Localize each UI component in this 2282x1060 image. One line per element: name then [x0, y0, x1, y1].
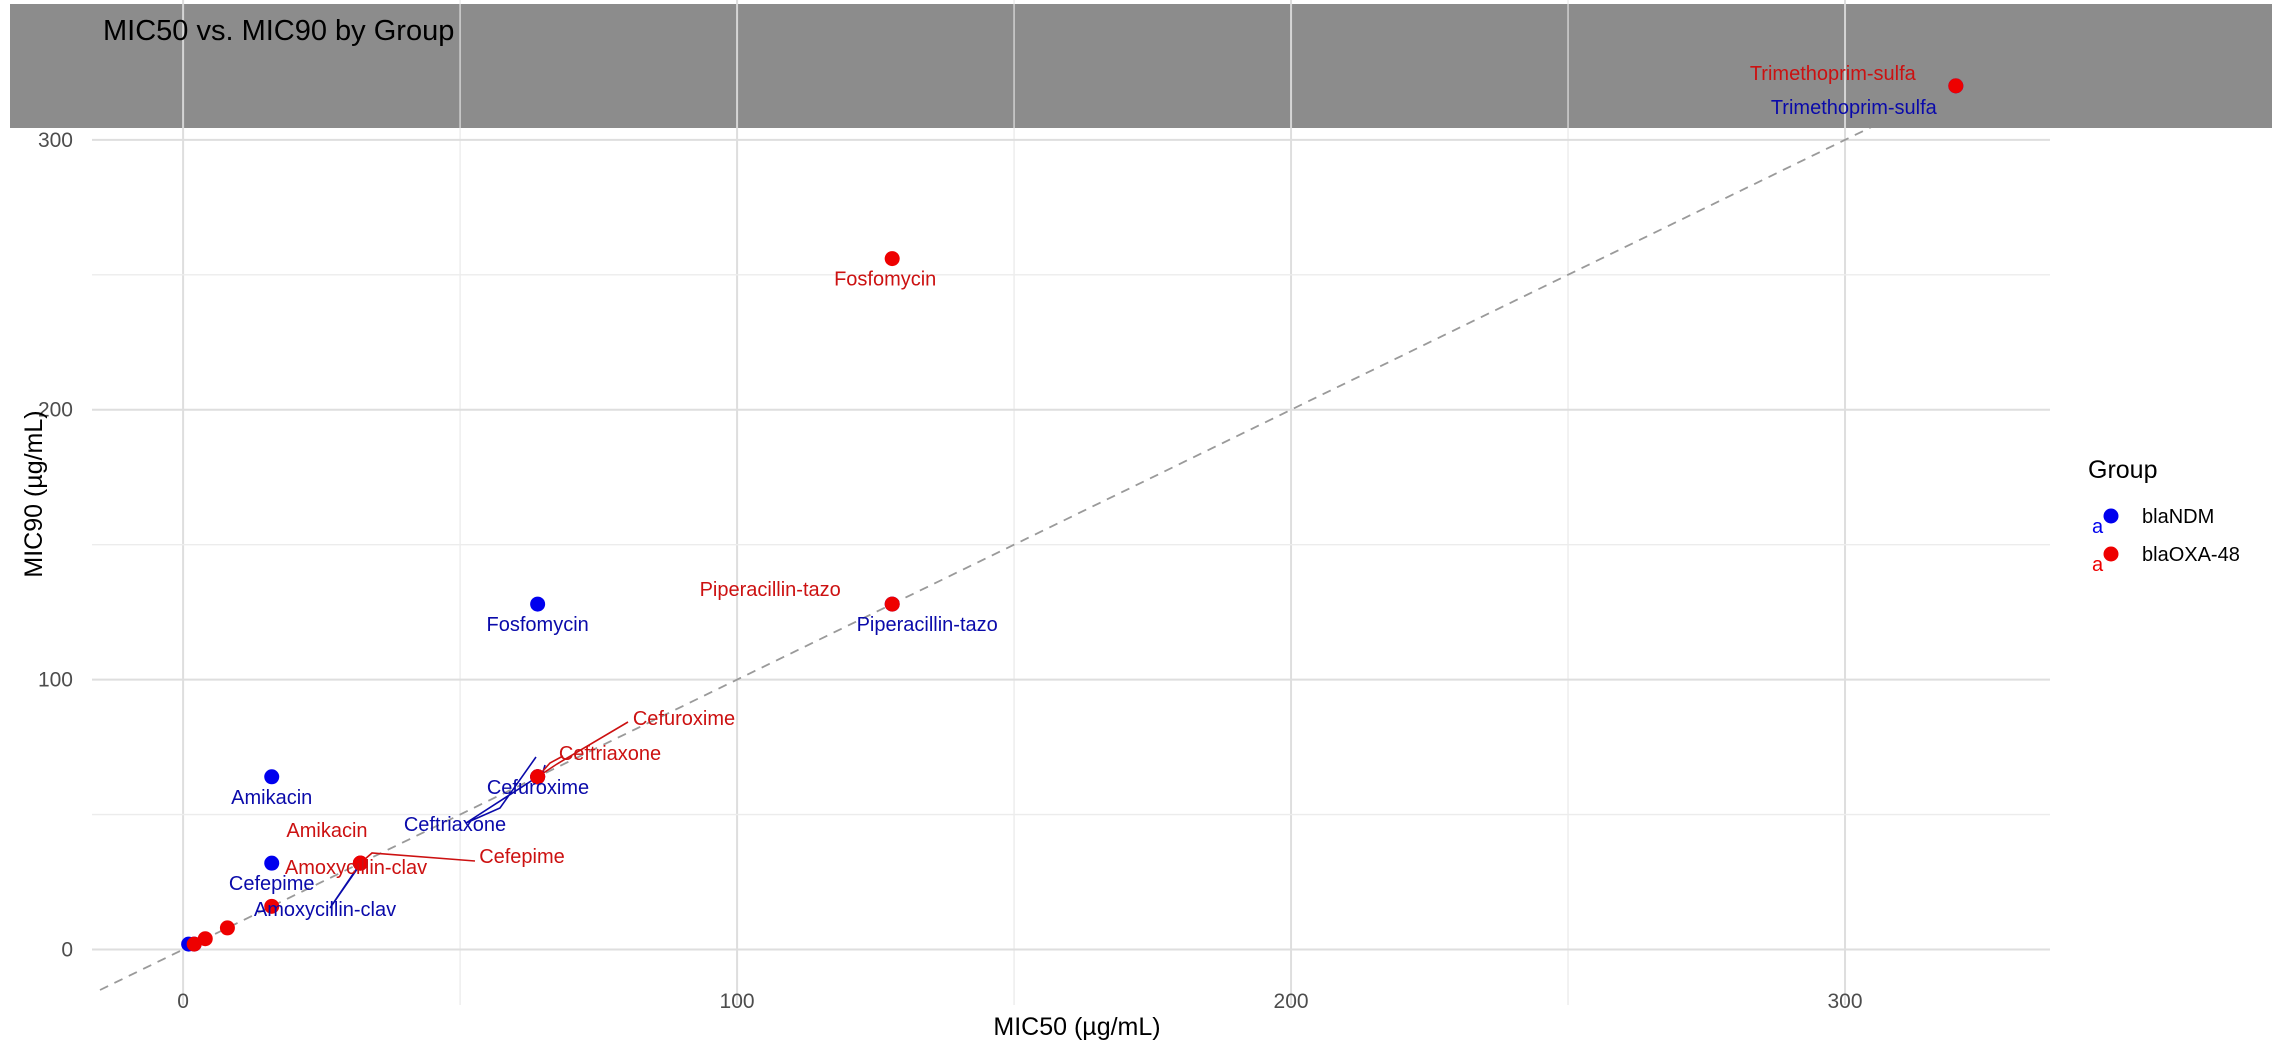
x-tick-label: 100 [720, 990, 755, 1013]
point-label: Amoxycillin-clav [285, 857, 427, 879]
point-label: Trimethoprim-sulfa [1771, 97, 1938, 119]
point-label: Trimethoprim-sulfa [1750, 63, 1917, 85]
point-label: Ceftriaxone [404, 814, 506, 836]
chart-title: MIC50 vs. MIC90 by Group [103, 15, 454, 47]
point-label: Amikacin [231, 787, 312, 809]
y-tick-label: 0 [61, 939, 73, 962]
data-point [884, 251, 900, 267]
x-tick-label: 300 [1828, 990, 1863, 1013]
y-axis-ticks: 0 100 200 300 [38, 129, 73, 962]
point-label: Cefepime [229, 873, 315, 895]
data-point [530, 769, 546, 785]
point-label: Ceftriaxone [559, 743, 661, 765]
data-point [186, 936, 202, 952]
data-point [197, 931, 213, 947]
legend-key-point [2103, 508, 2119, 524]
data-point [530, 596, 546, 612]
x-tick-label: 0 [177, 990, 189, 1013]
legend-entry-label: blaNDM [2142, 506, 2214, 528]
data-points [181, 251, 900, 952]
point-label: Fosfomycin [834, 269, 936, 291]
title-band-grid [182, 4, 1847, 128]
point-label: Fosfomycin [487, 614, 589, 636]
data-point [264, 855, 280, 871]
point-label: Piperacillin-tazo [857, 614, 998, 636]
point-label: Amoxycillin-clav [254, 899, 396, 921]
y-tick-label: 200 [38, 399, 73, 422]
legend-title: Group [2088, 456, 2157, 484]
data-point [219, 920, 235, 936]
data-point [352, 855, 368, 871]
title-band [10, 4, 2272, 128]
data-point [264, 769, 280, 785]
y-axis-title: MIC90 (µg/mL) [20, 410, 48, 577]
y-tick-label: 100 [38, 669, 73, 692]
title-band-content: Trimethoprim-sulfa Trimethoprim-sulfa [1750, 63, 1964, 119]
point-label: Cefuroxime [633, 708, 735, 730]
x-tick-label: 200 [1274, 990, 1309, 1013]
grid [92, 0, 2050, 1005]
point-labels: Cefepime Amikacin Amoxycillin-clav Ceftriax… [229, 269, 998, 921]
label-leader [465, 756, 539, 824]
legend-key-letter: a [2092, 554, 2104, 576]
point-label: Cefuroxime [487, 777, 589, 799]
x-axis-title: MIC50 (µg/mL) [993, 1013, 1160, 1041]
legend-key-letter: a [2092, 516, 2104, 538]
point-label: Piperacillin-tazo [700, 579, 841, 601]
data-point [1948, 78, 1964, 94]
point-label: Amikacin [286, 820, 367, 842]
y-tick-label: 300 [38, 129, 73, 152]
data-point [264, 898, 280, 914]
legend-key-point [2103, 546, 2119, 562]
label-leader [329, 861, 363, 909]
label-leader [537, 721, 629, 778]
data-point [884, 596, 900, 612]
legend: Group a blaNDM a blaOXA-48 [2088, 456, 2240, 576]
point-label: Cefepime [479, 846, 565, 868]
x-axis-ticks: 0 100 200 300 [177, 990, 1862, 1013]
legend-entry-label: blaOXA-48 [2142, 544, 2240, 566]
